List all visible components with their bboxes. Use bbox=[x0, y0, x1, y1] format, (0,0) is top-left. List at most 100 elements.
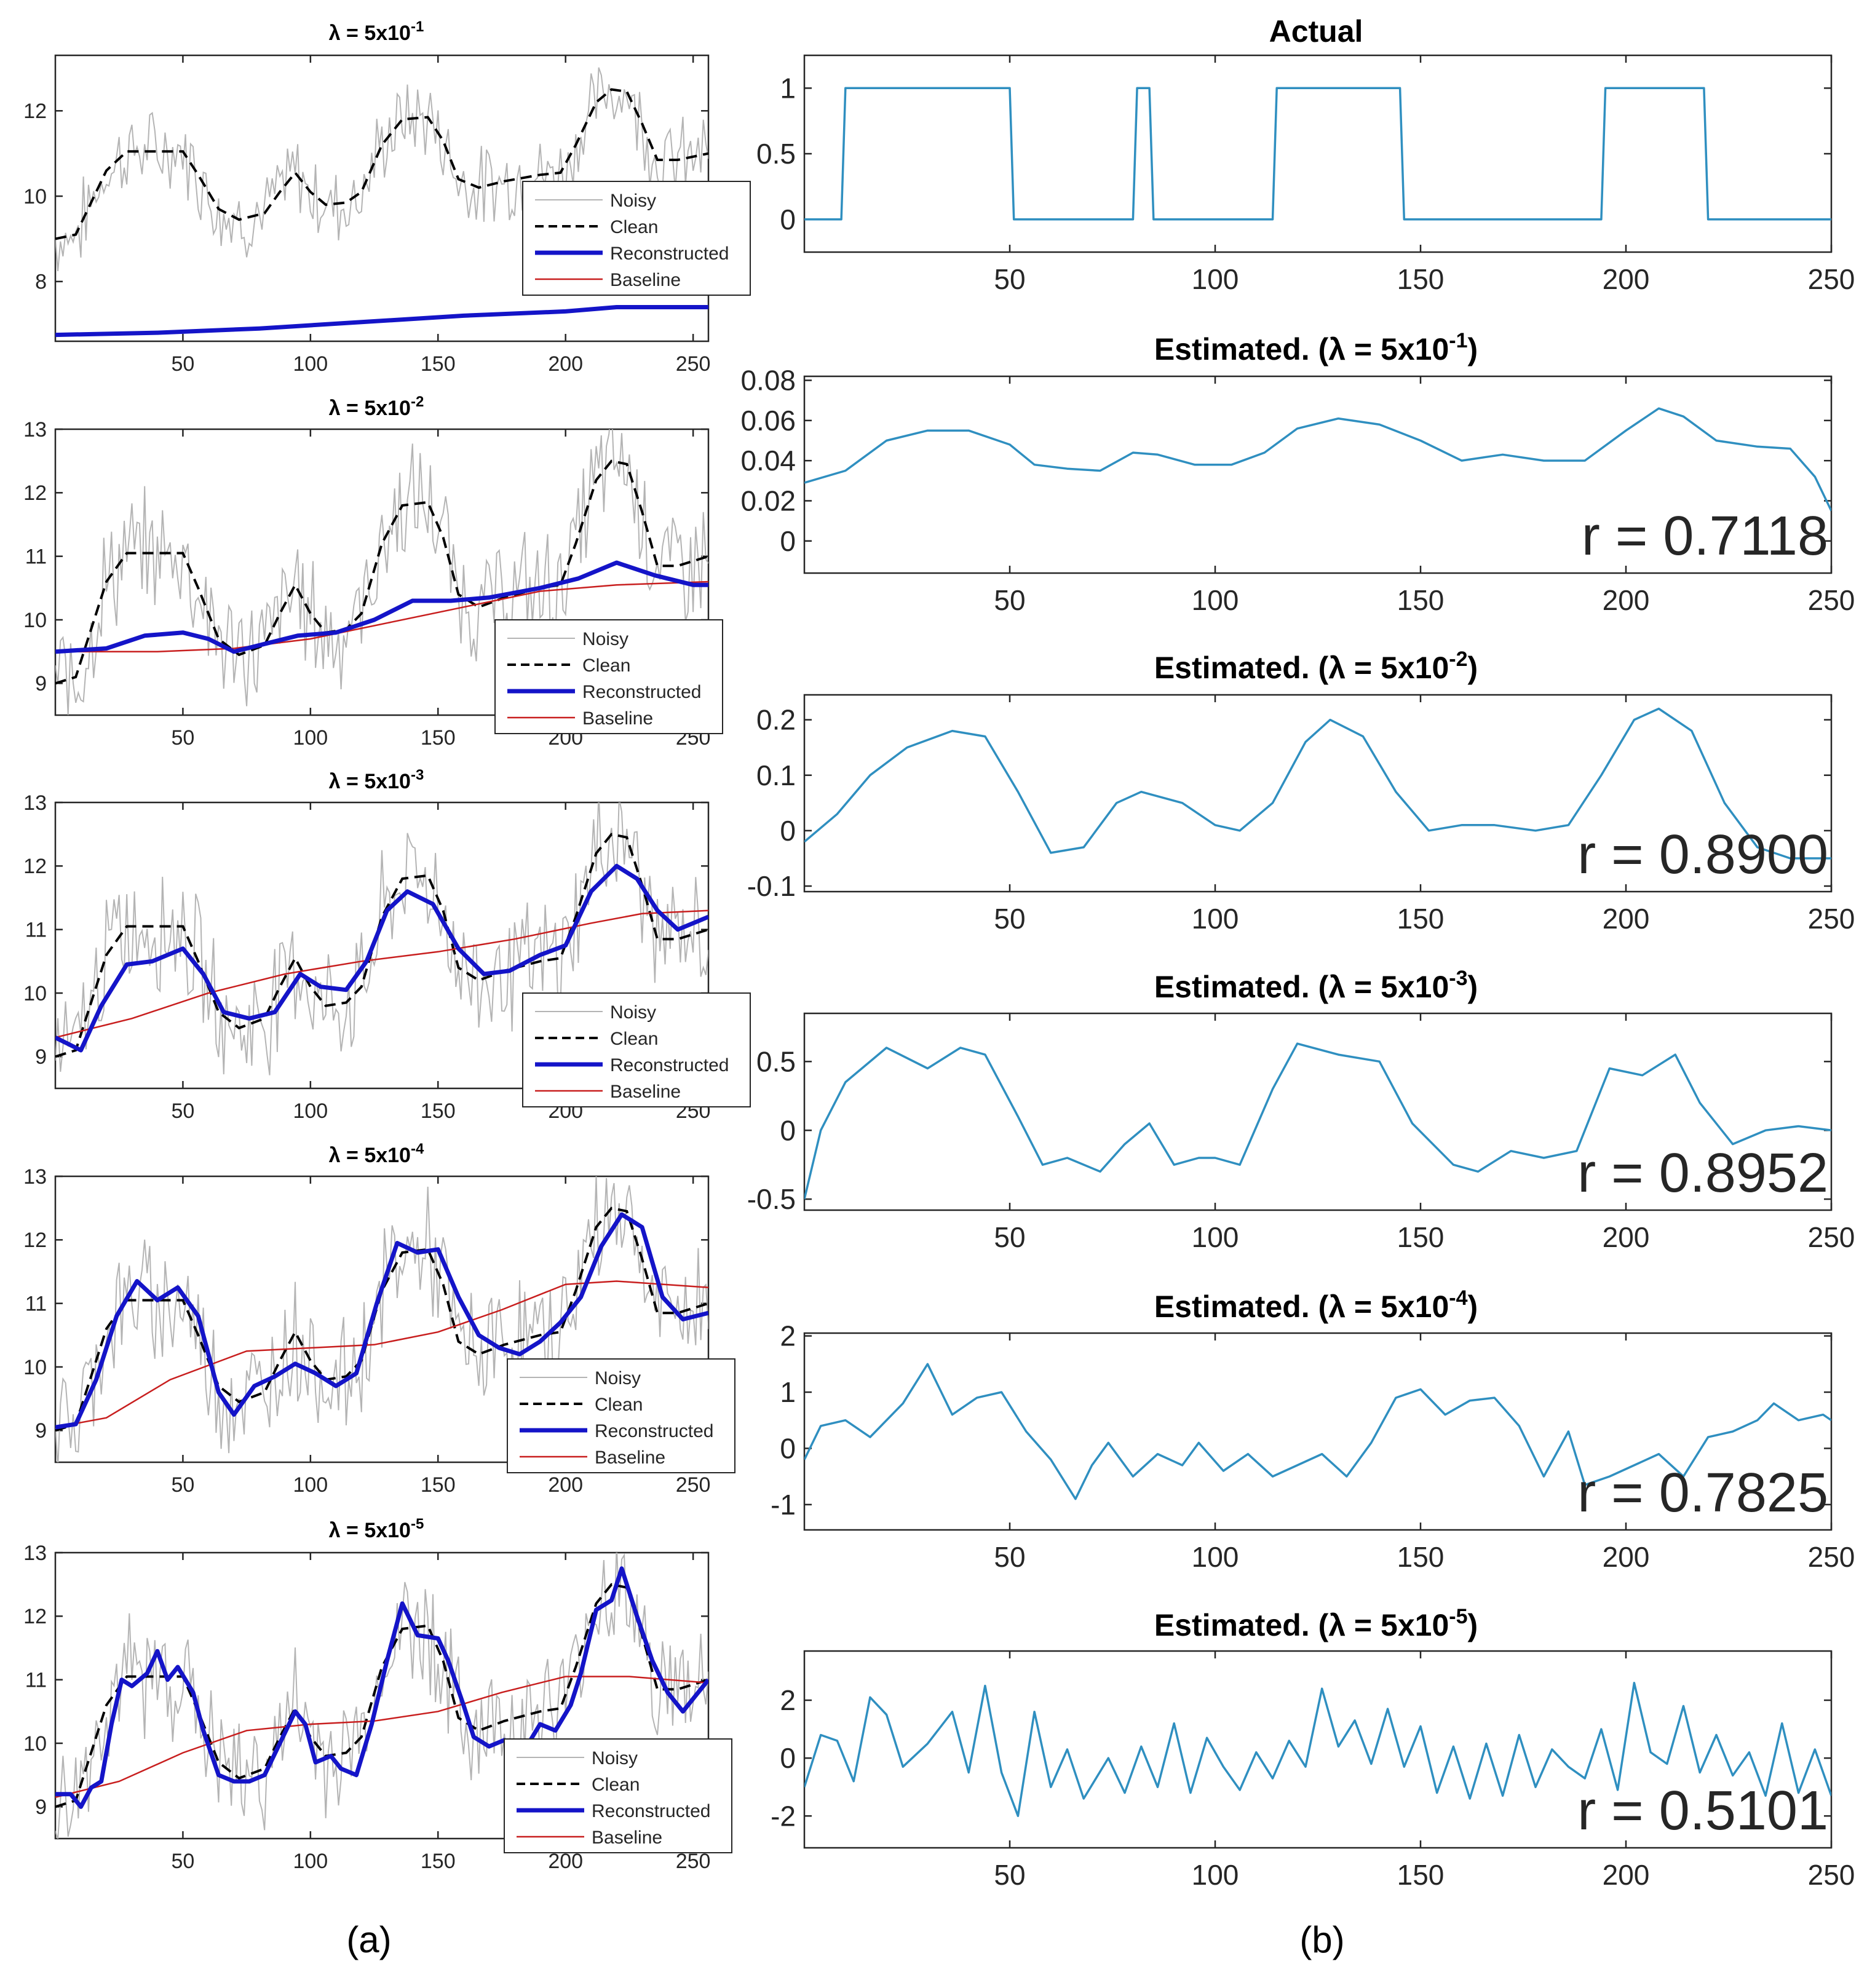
y-tick-label: 9 bbox=[35, 672, 47, 695]
series-noisy bbox=[55, 429, 708, 715]
chart-panel-b4: 50 100 150 200 250 -1 0 1 2 Estimated. (λ = 5x10-… bbox=[771, 1286, 1855, 1573]
x-tick-label: 200 bbox=[1603, 1859, 1650, 1891]
chart-panel-a5: 50 100 150 200 250 9 10 11 12 13 λ = 5x10-5 Noisy Cl… bbox=[23, 1516, 732, 1873]
x-tick-label: 50 bbox=[172, 352, 195, 376]
legend-label: Reconstructed bbox=[610, 244, 729, 264]
legend: Noisy Clean Reconstructed Baseline bbox=[494, 619, 723, 734]
title-exponent: -5 bbox=[1449, 1605, 1467, 1628]
y-tick-label: 11 bbox=[25, 1669, 47, 1692]
title-exponent: -3 bbox=[411, 767, 424, 783]
chart-title: λ = 5x10-2 bbox=[329, 394, 424, 420]
x-tick-label: 250 bbox=[1808, 1221, 1855, 1253]
series-line bbox=[804, 1682, 1831, 1817]
chart-title: Estimated. (λ = 5x10-5) bbox=[1154, 1605, 1478, 1642]
title-main: Estimated. ( bbox=[1154, 332, 1329, 366]
title-lambda: λ = 5x10 bbox=[1328, 1608, 1449, 1642]
series-line bbox=[804, 1363, 1831, 1500]
y-tick-label: 0.2 bbox=[756, 704, 796, 736]
y-tick-label: 11 bbox=[25, 1293, 47, 1316]
x-tick-label: 50 bbox=[994, 1541, 1025, 1573]
x-tick-label: 50 bbox=[994, 263, 1025, 295]
y-tick-label: 2 bbox=[780, 1684, 796, 1716]
legend-label: Reconstructed bbox=[610, 1055, 729, 1075]
y-tick-label: 0.04 bbox=[740, 445, 796, 477]
x-tick-label: 250 bbox=[676, 1473, 711, 1497]
title-exponent: -5 bbox=[411, 1516, 424, 1532]
y-tick-label: 9 bbox=[35, 1796, 47, 1819]
legend-label: Reconstructed bbox=[595, 1421, 713, 1441]
x-tick-label: 150 bbox=[421, 726, 456, 750]
legend: Noisy Clean Reconstructed Baseline bbox=[504, 1738, 732, 1853]
legend-label: Clean bbox=[610, 217, 658, 237]
y-tick-label: 0 bbox=[780, 815, 796, 847]
y-tick-label: 13 bbox=[23, 1542, 47, 1565]
y-tick-label: 8 bbox=[35, 271, 47, 294]
series-noisy bbox=[55, 1553, 708, 1839]
x-tick-label: 200 bbox=[1603, 1221, 1650, 1253]
x-tick-label: 150 bbox=[421, 1850, 456, 1873]
x-tick-label: 200 bbox=[1603, 1541, 1650, 1573]
correlation-annotation: r = 0.5101 bbox=[1577, 1780, 1828, 1842]
legend-label: Clean bbox=[582, 655, 630, 676]
y-tick-label: 9 bbox=[35, 1045, 47, 1069]
x-tick-label: 100 bbox=[293, 726, 328, 750]
title-main: λ = 5x10 bbox=[329, 1144, 411, 1167]
x-tick-label: 100 bbox=[1192, 1541, 1239, 1573]
series-baseline bbox=[55, 1280, 708, 1428]
y-tick-label: 1 bbox=[780, 1376, 796, 1408]
title-exponent: -2 bbox=[1449, 647, 1467, 671]
legend-label: Clean bbox=[592, 1775, 640, 1795]
y-tick-label: 0.5 bbox=[756, 138, 796, 170]
chart-panel-b3: 50 100 150 200 250 -0.5 0 0.5 Estimated. (λ = 5x… bbox=[747, 967, 1855, 1253]
x-tick-label: 150 bbox=[421, 352, 456, 376]
x-tick-label: 250 bbox=[1808, 1541, 1855, 1573]
x-tick-label: 100 bbox=[293, 1850, 328, 1873]
legend-label: Noisy bbox=[610, 1002, 656, 1023]
panel-label-b: (b) bbox=[1299, 1919, 1344, 1960]
chart-panel-b5: 50 100 150 200 250 -2 0 2 Estimated. (λ = 5x10-5… bbox=[771, 1605, 1855, 1891]
legend-label: Clean bbox=[610, 1029, 658, 1049]
chart-panel-b0: 50 100 150 200 250 0 0.5 1 Actual bbox=[756, 14, 1855, 295]
x-tick-label: 100 bbox=[1192, 263, 1239, 295]
series-line bbox=[804, 407, 1831, 512]
x-tick-label: 150 bbox=[1397, 584, 1445, 616]
axes-box bbox=[803, 1650, 1833, 1849]
legend-label: Reconstructed bbox=[582, 682, 701, 702]
y-tick-label: 12 bbox=[23, 1229, 47, 1252]
series-clean bbox=[55, 1583, 708, 1808]
series-clean bbox=[55, 459, 708, 685]
title-main: λ = 5x10 bbox=[329, 770, 411, 793]
title-exponent: -4 bbox=[1449, 1286, 1467, 1310]
chart-title: λ = 5x10-1 bbox=[329, 18, 424, 45]
title-close: ) bbox=[1468, 970, 1478, 1004]
x-tick-label: 200 bbox=[548, 1473, 583, 1497]
correlation-annotation: r = 0.7118 bbox=[1582, 505, 1828, 567]
chart-panel-a1: 50 100 150 200 250 8 10 12 λ = 5x10-1 Noisy Clean R… bbox=[23, 18, 751, 376]
title-close: ) bbox=[1468, 1608, 1478, 1642]
y-tick-label: 12 bbox=[23, 481, 47, 505]
correlation-annotation: r = 0.8900 bbox=[1577, 824, 1828, 885]
title-main: λ = 5x10 bbox=[329, 397, 411, 420]
x-tick-label: 50 bbox=[172, 1099, 195, 1123]
x-tick-label: 250 bbox=[1808, 903, 1855, 935]
y-tick-label: 10 bbox=[23, 1356, 47, 1379]
series-line bbox=[804, 1042, 1831, 1200]
title-close: ) bbox=[1468, 1289, 1478, 1324]
title-main: λ = 5x10 bbox=[329, 1519, 411, 1542]
x-tick-label: 150 bbox=[1397, 1859, 1445, 1891]
y-tick-label: -2 bbox=[771, 1800, 796, 1832]
legend-label: Noisy bbox=[592, 1748, 638, 1768]
x-tick-label: 100 bbox=[293, 1099, 328, 1123]
legend-label: Reconstructed bbox=[592, 1801, 710, 1821]
title-exponent: -1 bbox=[411, 18, 424, 35]
axes-box bbox=[803, 1332, 1833, 1531]
x-tick-label: 50 bbox=[994, 584, 1025, 616]
y-tick-label: -1 bbox=[771, 1489, 796, 1521]
correlation-annotation: r = 0.8952 bbox=[1577, 1143, 1828, 1204]
y-tick-label: 0 bbox=[780, 1742, 796, 1774]
chart-title: Estimated. (λ = 5x10-3) bbox=[1154, 967, 1478, 1004]
series-baseline bbox=[55, 580, 708, 652]
y-tick-label: 0 bbox=[780, 204, 796, 236]
y-tick-label: 12 bbox=[23, 1605, 47, 1628]
